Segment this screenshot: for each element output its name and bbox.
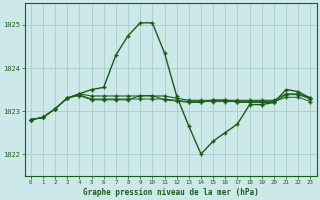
X-axis label: Graphe pression niveau de la mer (hPa): Graphe pression niveau de la mer (hPa) xyxy=(83,188,259,197)
